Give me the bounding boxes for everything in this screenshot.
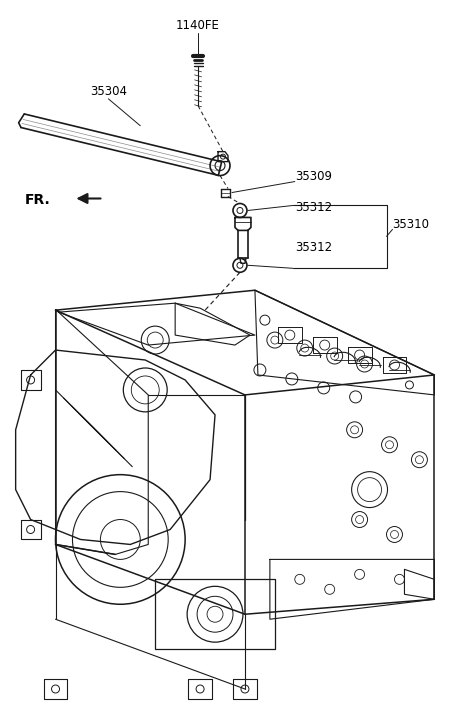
Text: 1140FE: 1140FE xyxy=(176,18,220,31)
Text: 35312: 35312 xyxy=(295,241,332,254)
Text: 35312: 35312 xyxy=(295,201,332,214)
Text: 35304: 35304 xyxy=(90,85,127,98)
Text: FR.: FR. xyxy=(25,193,50,207)
Text: 35310: 35310 xyxy=(393,218,430,231)
Text: 35309: 35309 xyxy=(295,170,332,183)
